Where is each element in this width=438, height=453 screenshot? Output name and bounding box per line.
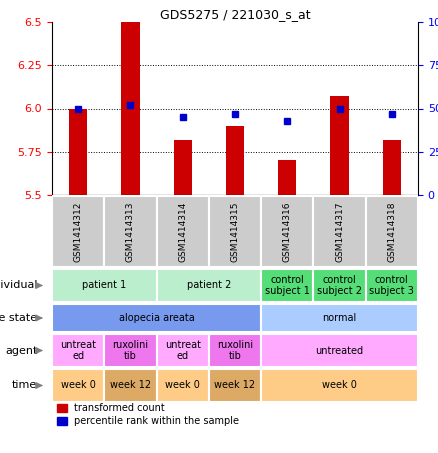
Text: untreat
ed: untreat ed	[165, 340, 201, 361]
Bar	[173, 140, 192, 195]
Text: agent: agent	[5, 346, 37, 356]
Bar	[156, 269, 261, 302]
Text: week 12: week 12	[110, 381, 151, 390]
Bar	[156, 369, 209, 402]
Text: control
subject 3: control subject 3	[369, 275, 414, 296]
Bar	[104, 196, 156, 267]
Bar	[52, 369, 104, 402]
Bar	[314, 269, 366, 302]
Bar	[52, 269, 156, 302]
Legend: transformed count, percentile rank within the sample: transformed count, percentile rank withi…	[57, 403, 239, 426]
Bar	[69, 109, 87, 195]
Bar	[226, 126, 244, 195]
Bar	[314, 196, 366, 267]
Bar	[383, 140, 401, 195]
Text: control
subject 2: control subject 2	[317, 275, 362, 296]
Bar	[52, 304, 261, 333]
Text: ruxolini
tib: ruxolini tib	[217, 340, 253, 361]
Text: alopecia areata: alopecia areata	[119, 313, 194, 323]
Bar	[261, 334, 418, 367]
Text: week 0: week 0	[322, 381, 357, 390]
Text: week 0: week 0	[165, 381, 200, 390]
Bar	[261, 269, 314, 302]
Text: GSM1414312: GSM1414312	[74, 201, 83, 262]
Text: GSM1414317: GSM1414317	[335, 201, 344, 262]
Text: normal: normal	[322, 313, 357, 323]
Text: untreated: untreated	[315, 346, 364, 356]
Bar	[156, 334, 209, 367]
Text: time: time	[12, 381, 37, 390]
Title: GDS5275 / 221030_s_at: GDS5275 / 221030_s_at	[160, 8, 310, 21]
Bar	[278, 160, 297, 195]
Text: individual: individual	[0, 280, 37, 290]
Bar	[209, 334, 261, 367]
Text: week 0: week 0	[61, 381, 95, 390]
Bar	[261, 304, 418, 333]
Bar	[104, 369, 156, 402]
Text: week 12: week 12	[215, 381, 255, 390]
Bar	[261, 196, 314, 267]
Text: GSM1414318: GSM1414318	[387, 201, 396, 262]
Text: ruxolini
tib: ruxolini tib	[113, 340, 148, 361]
Text: control
subject 1: control subject 1	[265, 275, 310, 296]
Bar	[330, 96, 349, 195]
Bar	[366, 269, 418, 302]
Text: GSM1414315: GSM1414315	[230, 201, 240, 262]
Bar	[209, 196, 261, 267]
Bar	[261, 369, 418, 402]
Bar	[52, 196, 104, 267]
Bar	[104, 334, 156, 367]
Bar	[52, 334, 104, 367]
Text: disease state: disease state	[0, 313, 37, 323]
Text: patient 1: patient 1	[82, 280, 127, 290]
Text: GSM1414316: GSM1414316	[283, 201, 292, 262]
Bar	[209, 369, 261, 402]
Bar	[156, 196, 209, 267]
Bar	[366, 196, 418, 267]
Text: untreat
ed: untreat ed	[60, 340, 96, 361]
Text: GSM1414313: GSM1414313	[126, 201, 135, 262]
Bar	[121, 22, 140, 195]
Text: GSM1414314: GSM1414314	[178, 201, 187, 262]
Text: patient 2: patient 2	[187, 280, 231, 290]
